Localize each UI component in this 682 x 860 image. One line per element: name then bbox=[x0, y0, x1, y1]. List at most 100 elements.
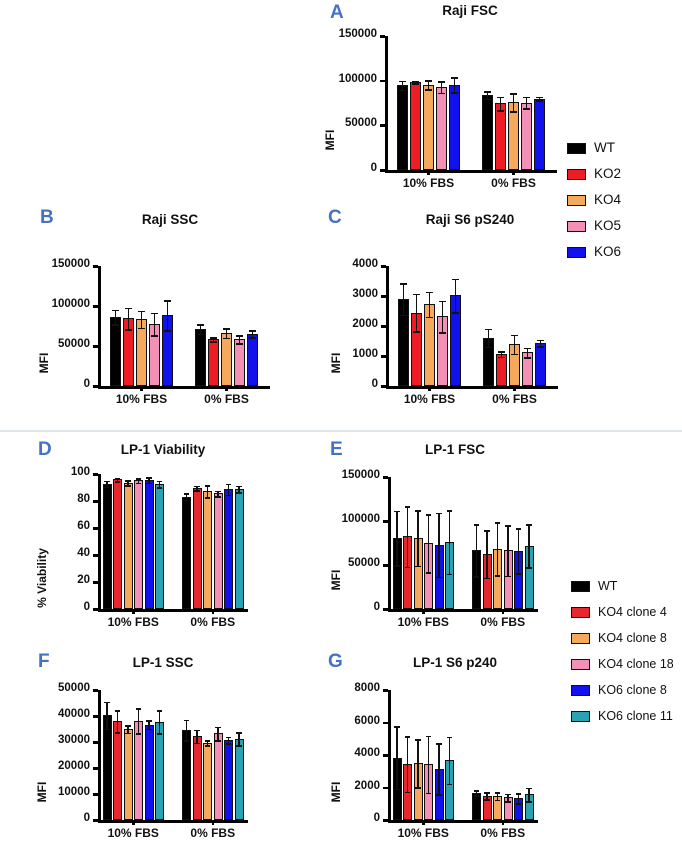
panel-title-g: LP-1 S6 p240 bbox=[412, 655, 498, 670]
y-tick-label: 0 bbox=[373, 812, 380, 824]
error-bar bbox=[427, 80, 430, 90]
error-bar-cap bbox=[497, 351, 506, 353]
error-bar bbox=[441, 300, 444, 333]
bar bbox=[203, 742, 212, 820]
bar bbox=[203, 491, 212, 609]
y-tick-mark bbox=[383, 689, 388, 692]
error-bar-cap bbox=[398, 80, 407, 83]
y-axis bbox=[386, 266, 389, 386]
error-bar-cap bbox=[225, 483, 232, 486]
error-bar-cap bbox=[204, 745, 211, 747]
y-tick-mark bbox=[93, 305, 98, 308]
error-bar bbox=[137, 708, 140, 734]
error-bar-cap bbox=[425, 735, 432, 738]
error-bar-cap bbox=[394, 726, 400, 728]
error-bar bbox=[196, 729, 198, 743]
error-bar-cap bbox=[505, 525, 511, 527]
error-bar bbox=[127, 307, 130, 330]
y-tick-mark bbox=[381, 385, 386, 388]
error-bar bbox=[438, 512, 440, 577]
bar bbox=[134, 480, 143, 609]
error-bar-cap bbox=[450, 92, 459, 94]
x-group-label: 10% FBS bbox=[397, 615, 449, 629]
error-bar bbox=[148, 720, 150, 729]
legend-swatch-icon bbox=[571, 711, 590, 722]
error-bar bbox=[507, 525, 509, 576]
error-bar-cap bbox=[236, 732, 242, 734]
y-tick-label: 20 bbox=[77, 574, 90, 586]
error-bar-cap bbox=[515, 573, 522, 575]
x-tick-mark bbox=[132, 609, 135, 614]
error-bar-cap bbox=[215, 490, 221, 493]
error-bar-cap bbox=[248, 330, 257, 332]
error-bar bbox=[406, 736, 409, 792]
y-tick-mark bbox=[383, 786, 388, 789]
error-bar-cap bbox=[526, 567, 532, 569]
x-group-label: 0% FBS bbox=[480, 826, 526, 840]
bar bbox=[113, 479, 122, 609]
error-bar-cap bbox=[248, 337, 257, 339]
error-bar bbox=[486, 792, 488, 800]
error-bar-cap bbox=[451, 312, 460, 314]
x-group-label: 10% FBS bbox=[107, 615, 159, 629]
legend-label: KO6 clone 11 bbox=[598, 709, 673, 723]
y-axis-label: MFI bbox=[37, 352, 51, 374]
error-bar-cap bbox=[425, 291, 434, 294]
legend-label: KO6 bbox=[594, 244, 622, 259]
error-bar-cap bbox=[436, 794, 442, 797]
plot-area-f: 0 10000 20000 30000 40000 50000 bbox=[58, 682, 248, 825]
error-bar-cap bbox=[114, 477, 121, 480]
bar bbox=[155, 484, 164, 609]
error-bar bbox=[106, 701, 108, 729]
y-tick-label: 100000 bbox=[341, 513, 380, 525]
plot-area-b: 0 50000 100000 150000 bbox=[52, 258, 270, 391]
bar bbox=[482, 94, 493, 170]
y-axis bbox=[385, 36, 388, 170]
error-bar-cap bbox=[194, 742, 200, 745]
error-bar bbox=[225, 328, 228, 338]
x-axis bbox=[386, 386, 558, 389]
error-bar bbox=[199, 324, 202, 334]
error-bar-cap bbox=[522, 96, 531, 99]
panel-letter-d: D bbox=[38, 439, 52, 460]
error-bar-cap bbox=[515, 793, 522, 795]
error-bar-cap bbox=[438, 332, 447, 334]
error-bar-cap bbox=[436, 512, 442, 515]
error-bar bbox=[106, 480, 108, 487]
error-bar-cap bbox=[104, 480, 110, 483]
bar bbox=[110, 316, 121, 386]
error-bar bbox=[185, 719, 188, 740]
error-bar-cap bbox=[196, 324, 205, 326]
y-tick-label: 40000 bbox=[58, 708, 90, 720]
error-bar-cap bbox=[236, 485, 242, 488]
y-axis-label: MFI bbox=[35, 781, 49, 803]
legend-label: KO4 clone 8 bbox=[598, 631, 667, 645]
y-tick-mark bbox=[381, 355, 386, 358]
error-bar-cap bbox=[156, 710, 163, 712]
legend-swatch-icon bbox=[567, 247, 586, 258]
error-bar-cap bbox=[394, 510, 400, 513]
y-tick-label: 60 bbox=[77, 520, 90, 532]
x-tick-mark bbox=[140, 386, 143, 391]
y-tick-mark bbox=[380, 169, 385, 172]
y-axis-label: MFI bbox=[323, 129, 337, 151]
x-tick-mark bbox=[501, 820, 504, 825]
bar bbox=[182, 729, 191, 820]
error-bar-cap bbox=[510, 334, 519, 337]
error-bar-cap bbox=[104, 728, 110, 731]
legend-label: KO2 bbox=[594, 166, 622, 181]
bar bbox=[495, 103, 506, 170]
bar bbox=[534, 98, 545, 170]
x-group-label: 10% FBS bbox=[403, 392, 456, 406]
error-bar-cap bbox=[236, 492, 242, 494]
y-tick-label: 6000 bbox=[354, 714, 380, 727]
x-group-label: 0% FBS bbox=[491, 176, 536, 190]
legend-swatch-icon bbox=[567, 143, 586, 154]
y-tick-label: 1000 bbox=[352, 348, 378, 360]
error-bar-cap bbox=[451, 278, 460, 281]
y-tick-label: 100000 bbox=[51, 298, 90, 310]
error-bar bbox=[158, 710, 161, 734]
legend-swatch-icon bbox=[571, 659, 590, 670]
error-bar-cap bbox=[515, 803, 522, 805]
